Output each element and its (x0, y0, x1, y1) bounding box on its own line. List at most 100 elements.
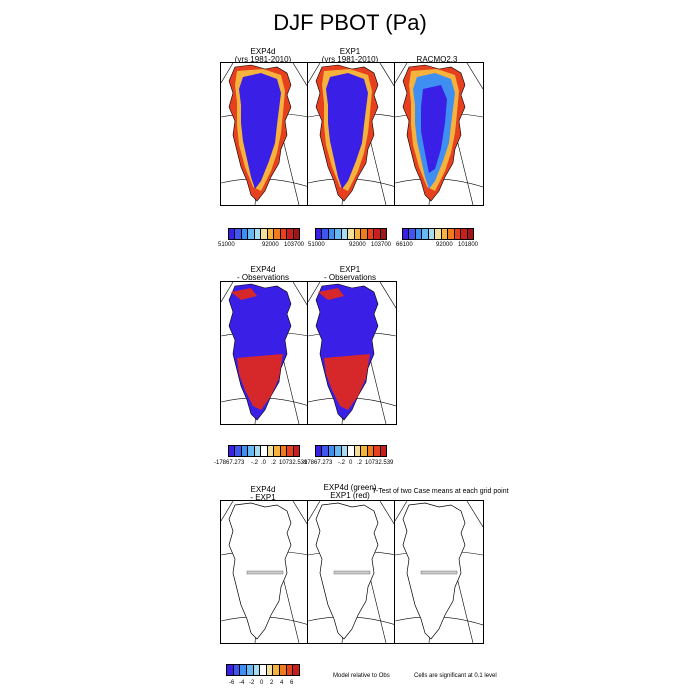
tick-label: -4 (239, 680, 245, 686)
tick-label: -.2 (251, 460, 259, 466)
longitude-line (395, 63, 408, 84)
positive-difference-region (324, 354, 370, 410)
colorbar-swatch (261, 446, 268, 456)
colorbar-swatch (229, 446, 236, 456)
panel-title-exp1-row1: EXP1 (yrs 1981-2010) (305, 48, 395, 64)
colorbar-swatch (380, 229, 386, 239)
colorbar-swatch (467, 229, 473, 239)
tick-label: 2 (270, 680, 274, 686)
colorbar-swatch (328, 446, 336, 456)
map-exp4d-minus-obs (220, 281, 310, 425)
ice-sheet-core (421, 85, 447, 173)
colorbar-swatch (287, 446, 294, 456)
longitude-line (221, 501, 234, 522)
colorbar-swatch (287, 229, 294, 239)
longitude-line (466, 63, 483, 90)
longitude-line (221, 63, 234, 84)
map-ttest (394, 500, 484, 644)
colorbar-swatch (348, 446, 355, 456)
tick-label: 101800 (458, 242, 479, 248)
tick-label: 10732.539 (279, 460, 308, 466)
tick-label: 103700 (284, 242, 305, 248)
colorbar-swatch (248, 446, 255, 456)
colorbar-swatch (403, 229, 410, 239)
positive-difference-region (231, 288, 257, 300)
longitude-line (221, 282, 234, 303)
colorbar-swatch (227, 665, 234, 675)
panel-name: EXP1 (339, 265, 361, 274)
colorbar-swatch (235, 229, 242, 239)
colorbar-racmo (402, 228, 474, 240)
tick-label: 4 (280, 680, 284, 686)
colorbar-swatch (235, 446, 242, 456)
note-cells-significant: Cells are significant at 0.1 level (414, 673, 497, 679)
colorbar-swatch (254, 229, 262, 239)
map-exp1-minus-obs (307, 281, 397, 425)
colorbar-swatch (428, 229, 436, 239)
colorbar-exp4d-obs (228, 445, 300, 457)
tick-label: 103700 (371, 242, 392, 248)
map-canvas (221, 501, 309, 643)
colorbar-swatch (335, 446, 342, 456)
longitude-line (395, 501, 408, 522)
colorbar-swatch (266, 665, 274, 675)
tick-label: 51000 (308, 242, 325, 248)
tick-label: -17867.273 (302, 460, 333, 466)
longitude-line (292, 501, 309, 528)
longitude-line (292, 63, 309, 90)
colorbar-swatch (293, 665, 300, 675)
map-exp1-pbot (307, 62, 397, 206)
tick-label: .0 (261, 460, 267, 466)
colorbar-diff (226, 664, 300, 676)
colorbar-swatch (422, 229, 429, 239)
panel-name: EXP4d (250, 47, 276, 56)
colorbar-swatch (328, 229, 336, 239)
tick-label: -2 (249, 680, 255, 686)
map-canvas (221, 63, 309, 205)
colorbar-swatch (316, 229, 323, 239)
colorbar-swatch (240, 665, 247, 675)
colorbar-swatch (274, 229, 281, 239)
colorbar-swatch (274, 446, 281, 456)
transect-bar (420, 570, 458, 575)
tick-label: 92000 (436, 242, 453, 248)
longitude-line (292, 282, 309, 309)
panel-name: RACMO2.3 (416, 55, 458, 64)
colorbar-swatch (267, 446, 275, 456)
longitude-line (379, 282, 396, 309)
panel-name: EXP1 (339, 47, 361, 56)
colorbar-swatch (241, 446, 249, 456)
colorbar-swatch (454, 229, 462, 239)
colorbar-swatch (280, 229, 288, 239)
colorbar-swatch (415, 229, 423, 239)
colorbar-swatch (273, 665, 281, 675)
panel-sub: - EXP1 (250, 493, 276, 502)
colorbar-swatch (461, 229, 468, 239)
colorbar-swatch (229, 229, 236, 239)
colorbar-swatch (241, 229, 249, 239)
tick-label: 92000 (262, 242, 279, 248)
panel-sub: EXP1 (red) (330, 491, 370, 500)
transect-bar (333, 570, 371, 575)
colorbar-swatch (286, 665, 294, 675)
map-exp4d-pbot (220, 62, 310, 206)
panel-title-green-red: EXP4d (green) EXP1 (red) (305, 484, 395, 500)
colorbar-swatch (254, 446, 262, 456)
colorbar-swatch (248, 229, 255, 239)
colorbar-swatch (367, 229, 375, 239)
tick-label: 51000 (218, 242, 235, 248)
longitude-line (466, 501, 483, 528)
colorbar-swatch (348, 229, 355, 239)
colorbar-swatch (253, 665, 261, 675)
colorbar-exp1-obs (315, 445, 387, 457)
colorbar-swatch (354, 229, 362, 239)
map-canvas (221, 282, 309, 424)
longitude-line (308, 282, 321, 303)
tick-label: 0 (260, 680, 264, 686)
colorbar-swatch (293, 229, 299, 239)
tick-label: 6 (290, 680, 294, 686)
colorbar-swatch (233, 665, 241, 675)
colorbar-swatch (341, 229, 349, 239)
colorbar-swatch (441, 229, 449, 239)
tick-label: 10732.539 (365, 460, 394, 466)
